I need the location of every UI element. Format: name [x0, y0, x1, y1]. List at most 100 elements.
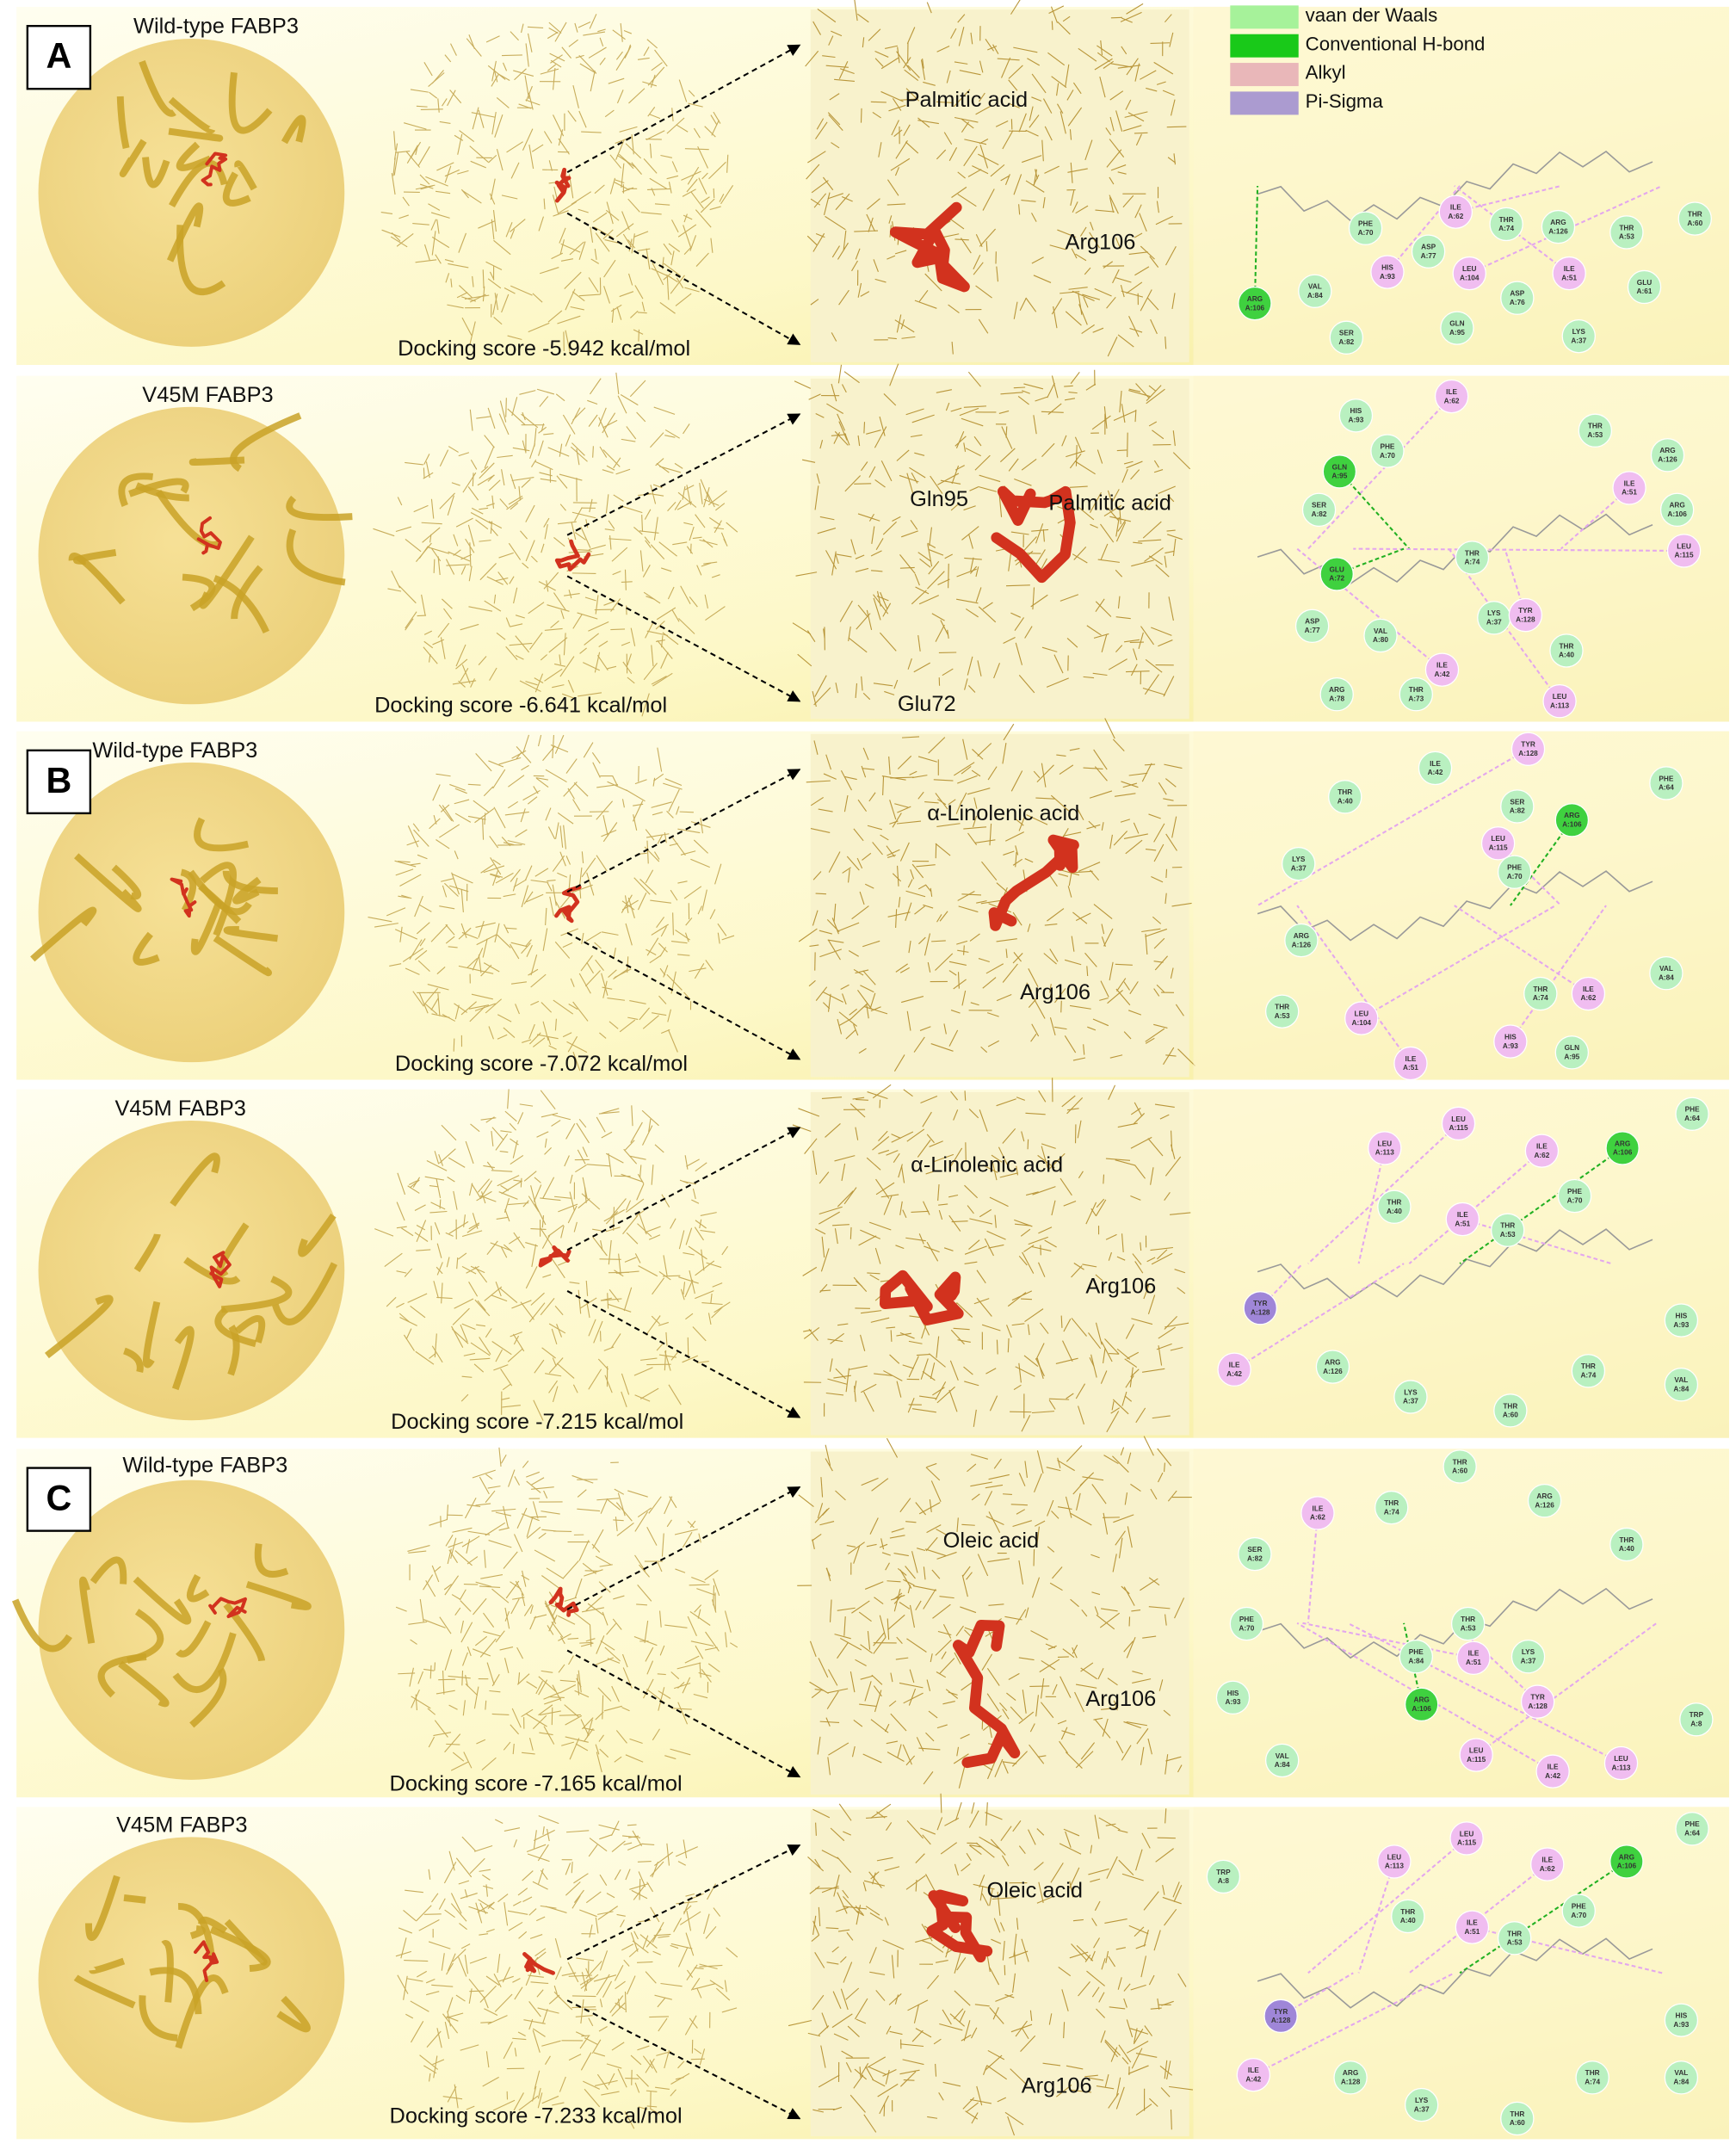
- residue-name: PHE: [1409, 1648, 1424, 1656]
- protein-ribbon: [85, 1875, 120, 1942]
- protein-ribbon: [213, 935, 272, 977]
- docking-score: Docking score -6.641 kcal/mol: [374, 694, 667, 718]
- wireframe-bond: [921, 1940, 932, 1945]
- wireframe-bond: [1018, 1560, 1024, 1585]
- wireframe-bond: [935, 843, 951, 856]
- wireframe-bond: [423, 987, 439, 1006]
- wireframe-bond: [614, 1869, 621, 1881]
- wireframe-bond: [616, 306, 622, 320]
- wireframe-bond: [495, 1511, 512, 1517]
- wireframe-bond: [443, 608, 453, 620]
- wireframe-bond: [719, 194, 725, 202]
- wireframe-bond: [502, 1967, 511, 1983]
- wireframe-bond: [872, 2079, 886, 2087]
- wireframe-bond: [1171, 902, 1192, 907]
- wireframe-bond: [1012, 858, 1022, 866]
- wireframe-bond: [938, 1209, 943, 1220]
- wireframe-bond: [993, 663, 1001, 679]
- wireframe-bond: [523, 1171, 537, 1182]
- wireframe-bond: [918, 1233, 924, 1245]
- wireframe-bond: [595, 1657, 614, 1665]
- wireframe-bond: [579, 647, 587, 654]
- wireframe-bond: [720, 185, 734, 205]
- protein-label: V45M FABP3: [115, 1097, 246, 1121]
- wireframe-bond: [873, 597, 881, 621]
- interaction-line: [1455, 184, 1561, 213]
- wireframe-bond: [684, 932, 689, 942]
- wireframe-bond: [845, 1029, 856, 1040]
- wireframe-bond: [621, 163, 625, 188]
- wireframe-bond: [565, 434, 571, 447]
- wireframe-bond: [544, 523, 548, 540]
- wireframe-bond: [490, 873, 504, 878]
- wireframe-bond: [469, 1183, 473, 1196]
- residue-name: PHE: [1507, 864, 1522, 872]
- wireframe-bond: [627, 677, 635, 684]
- wireframe-bond: [483, 865, 505, 874]
- wireframe-bond: [511, 1708, 522, 1728]
- wireframe-bond: [405, 2013, 414, 2019]
- residue: [1206, 1859, 1241, 1894]
- wireframe-bond: [841, 195, 853, 202]
- wireframe-bond: [484, 2008, 498, 2017]
- wireframe-bond: [1109, 2006, 1126, 2010]
- residue-name: THR: [1533, 985, 1548, 993]
- wireframe-bond: [1037, 1154, 1055, 1169]
- wireframe-bond: [484, 435, 495, 448]
- wireframe-bond: [656, 917, 665, 929]
- residue-name: GLU: [1329, 565, 1344, 573]
- wireframe-bond: [903, 1089, 913, 1097]
- wireframe-bond: [560, 928, 578, 936]
- wireframe-bond: [946, 70, 951, 83]
- wireframe-bond: [715, 503, 726, 511]
- wireframe-bond: [830, 1332, 844, 1344]
- wireframe-bond: [1039, 1322, 1049, 1334]
- wireframe-bond: [564, 1597, 578, 1602]
- wireframe-bond: [611, 1685, 620, 1702]
- wireframe-bond: [1121, 17, 1133, 23]
- wireframe-bond: [1142, 1635, 1157, 1639]
- wireframe-bond: [987, 2049, 1005, 2060]
- wireframe-bond: [1169, 32, 1174, 47]
- wireframe-bond: [1123, 1721, 1141, 1729]
- wireframe-bond: [961, 118, 974, 129]
- wireframe-bond: [1005, 948, 1008, 959]
- wireframe-bond: [510, 1724, 520, 1735]
- wireframe-bond: [828, 851, 841, 873]
- residue-name: GLN: [1332, 463, 1347, 471]
- wireframe-bond: [927, 542, 936, 548]
- wireframe-bond: [469, 1357, 491, 1361]
- wireframe-bond: [395, 150, 411, 153]
- wireframe-bond: [815, 986, 828, 1001]
- wireframe-bond: [1084, 952, 1097, 967]
- wireframe-bond: [548, 1696, 565, 1698]
- wireframe-bond: [396, 1302, 405, 1308]
- wireframe-bond: [1024, 626, 1033, 639]
- wireframe-bond: [987, 45, 998, 51]
- wireframe-bond: [687, 166, 700, 185]
- wireframe-bond: [674, 1529, 698, 1535]
- wireframe-bond: [1075, 253, 1087, 262]
- wireframe-bond: [492, 859, 501, 866]
- wireframe-bond: [970, 1481, 992, 1487]
- wireframe-bond: [488, 154, 497, 164]
- wireframe-bond: [610, 1198, 627, 1218]
- wireframe-bond: [1114, 793, 1136, 797]
- wireframe-bond: [583, 742, 594, 758]
- wireframe-bond: [985, 1516, 1004, 1525]
- wireframe-bond: [1066, 90, 1074, 101]
- interaction-line: [1296, 905, 1412, 1065]
- wireframe-bond: [646, 188, 670, 191]
- wireframe-bond: [981, 1324, 1001, 1331]
- wireframe-bond: [831, 332, 837, 342]
- wireframe-bond: [552, 855, 565, 872]
- wireframe-bond: [883, 393, 897, 406]
- residue-id: A:128: [1518, 750, 1538, 757]
- wireframe-bond: [448, 1541, 464, 1548]
- wireframe-bond: [820, 2045, 826, 2068]
- wireframe-bond: [643, 1678, 654, 1699]
- wireframe-bond: [454, 850, 459, 860]
- wireframe-bond: [633, 877, 651, 895]
- wireframe-bond: [676, 277, 684, 288]
- wireframe-bond: [417, 145, 430, 167]
